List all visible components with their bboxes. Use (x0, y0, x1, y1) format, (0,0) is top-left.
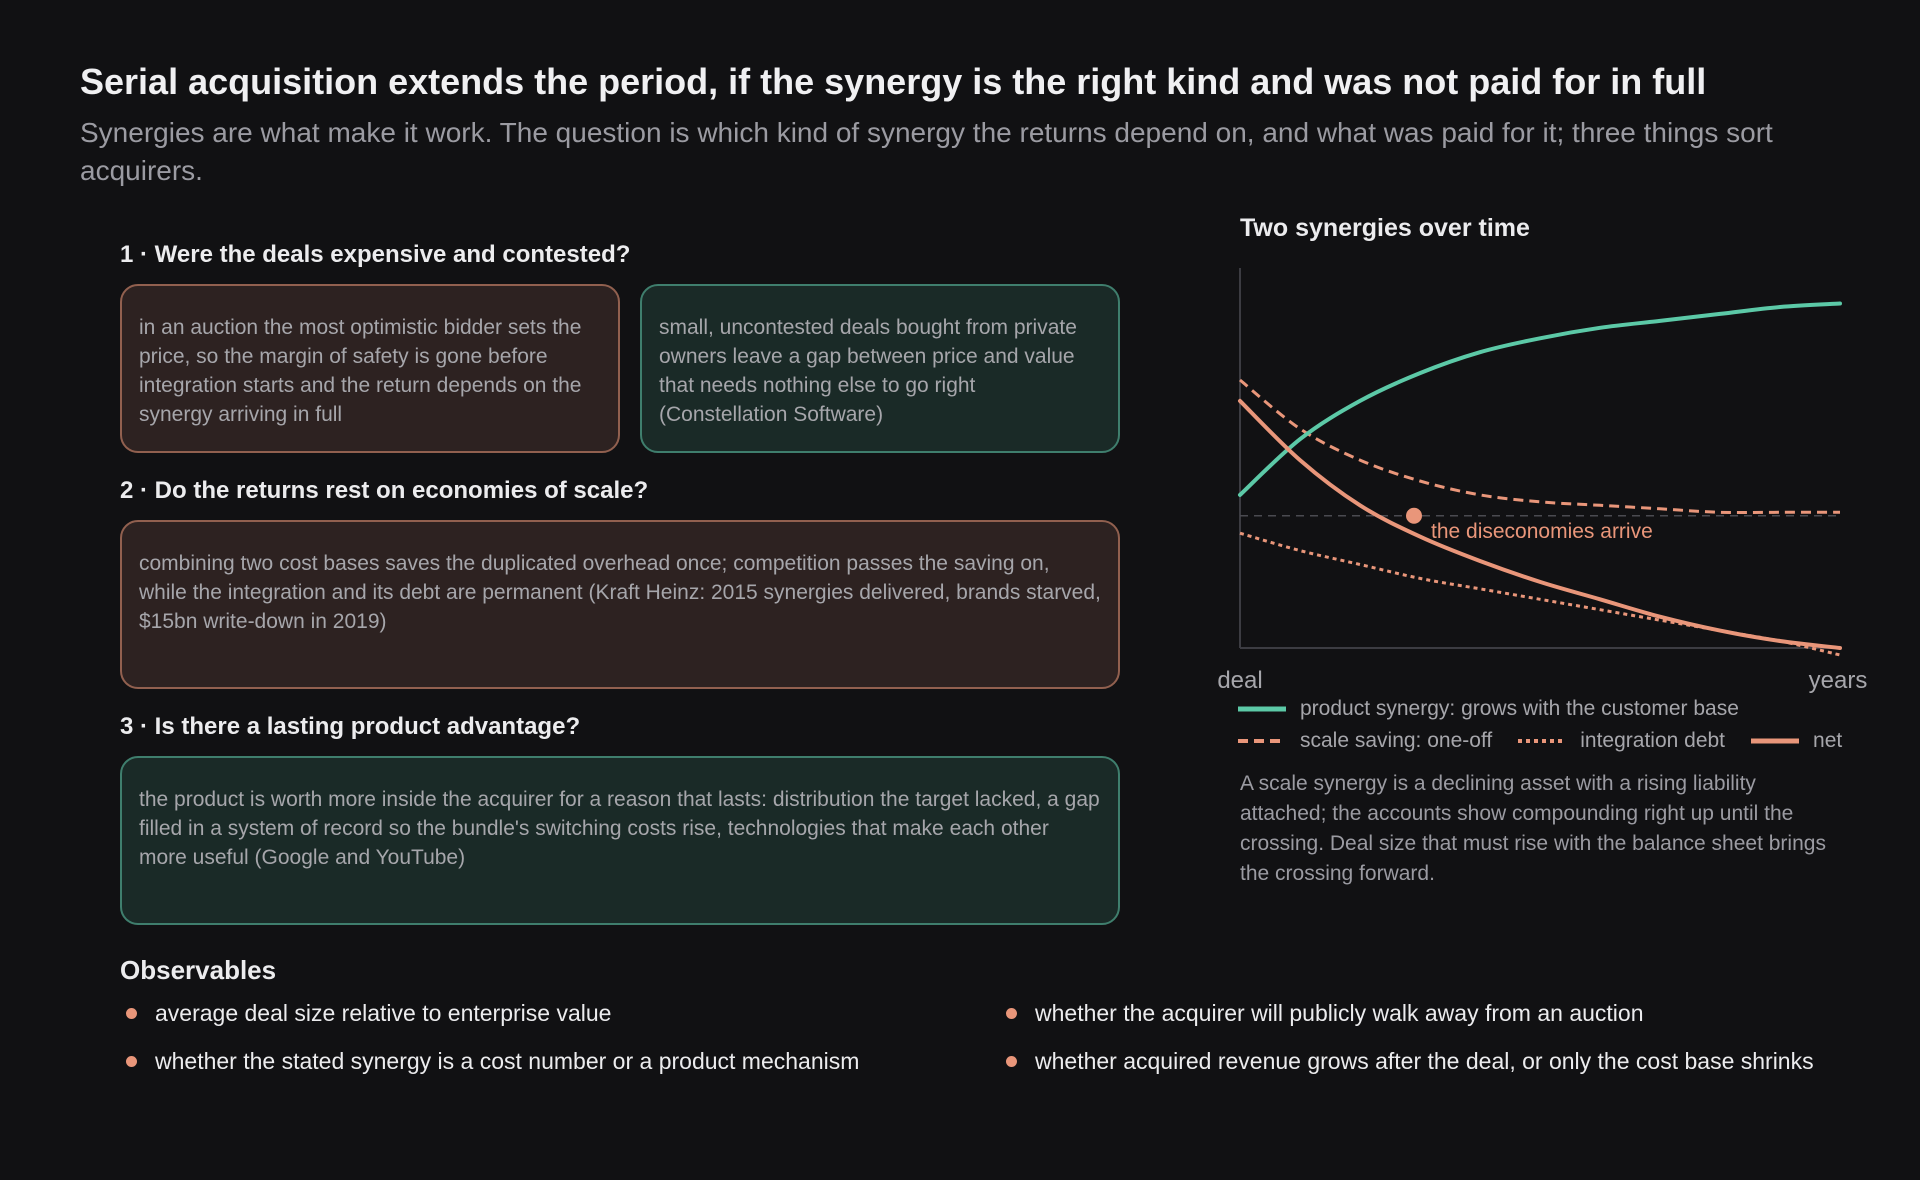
observable-item: whether the stated synergy is a cost num… (126, 1048, 859, 1075)
observable-item: whether acquired revenue grows after the… (1006, 1048, 1814, 1075)
crossing-annotation: the diseconomies arrive (1431, 520, 1653, 543)
bullet-dot (1006, 1008, 1017, 1019)
chart-note: A scale synergy is a declining asset wit… (1240, 772, 1826, 885)
observables-title: Observables (120, 955, 277, 985)
legend-item-product: product synergy: grows with the customer… (1238, 697, 1739, 721)
synergy-chart: the diseconomies arrive deal years (1217, 268, 1868, 694)
observable-text: whether acquired revenue grows after the… (1035, 1048, 1814, 1074)
legend-label: integration debt (1580, 729, 1726, 752)
legend-swatch-solid-green (1238, 706, 1286, 712)
bullet-dot (126, 1056, 137, 1067)
series-product-synergy (1238, 301, 1842, 497)
legend-label: product synergy: grows with the customer… (1300, 697, 1739, 720)
question-2-box-scale: combining two cost bases saves the dupli… (120, 520, 1120, 689)
crossing-marker (1406, 507, 1422, 524)
question-1-heading: 1 · Were the deals expensive and contest… (120, 241, 631, 268)
observable-text: average deal size relative to enterprise… (155, 1000, 612, 1026)
chart-title: Two synergies over time (1240, 214, 1530, 242)
question-1-box-contested: in an auction the most optimistic bidder… (120, 284, 620, 453)
x-tick-years: years (1809, 667, 1868, 694)
observable-item: average deal size relative to enterprise… (126, 1000, 611, 1027)
observable-text: whether the stated synergy is a cost num… (155, 1048, 860, 1074)
question-1-box-uncontested: small, uncontested deals bought from pri… (640, 284, 1120, 453)
chart-legend-row-1: product synergy: grows with the customer… (1238, 694, 1765, 724)
observable-text: whether the acquirer will publicly walk … (1035, 1000, 1644, 1026)
bullet-dot (1006, 1056, 1017, 1067)
legend-swatch-dotted (1518, 739, 1567, 743)
chart-legend-row-2: scale saving: one-off integration debt n… (1238, 726, 1868, 756)
legend-item-debt: integration debt (1518, 729, 1725, 753)
observable-item: whether the acquirer will publicly walk … (1006, 1000, 1644, 1027)
legend-swatch-solid-orange (1751, 738, 1800, 744)
page-title: Serial acquisition extends the period, i… (80, 61, 1707, 102)
question-3-heading: 3 · Is there a lasting product advantage… (120, 713, 581, 740)
series-net (1238, 398, 1842, 650)
question-3-box-product: the product is worth more inside the acq… (120, 756, 1120, 925)
page-subtitle: Synergies are what make it work. The que… (80, 117, 1773, 186)
bullet-dot (126, 1008, 137, 1019)
series-scale-saving (1239, 378, 1840, 515)
legend-swatch-dashed (1238, 739, 1286, 743)
question-2-heading: 2 · Do the returns rest on economies of … (120, 477, 649, 504)
legend-label: net (1813, 729, 1843, 752)
legend-item-scale: scale saving: one-off (1238, 729, 1492, 753)
legend-label: scale saving: one-off (1300, 729, 1493, 752)
x-tick-deal: deal (1217, 667, 1262, 694)
legend-item-net: net (1751, 729, 1842, 753)
